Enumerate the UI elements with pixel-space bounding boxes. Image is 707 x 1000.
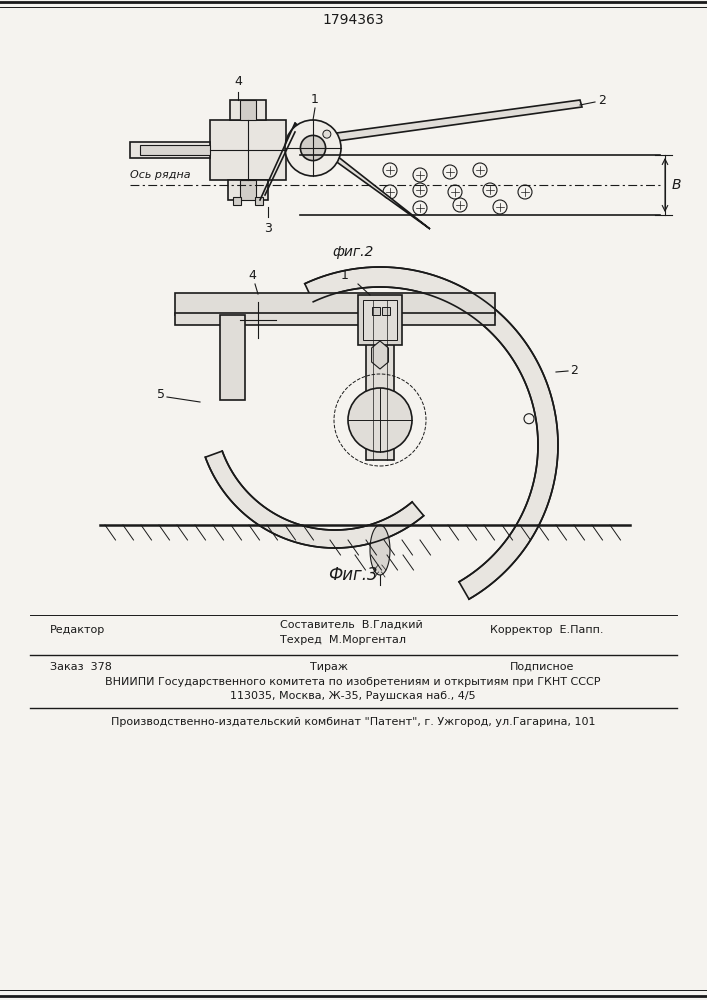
Bar (358, 295, 402, 345)
Text: Ось рядна: Ось рядна (130, 170, 191, 180)
Bar (175, 313, 495, 325)
Bar (366, 300, 394, 460)
Polygon shape (372, 341, 388, 369)
Text: Техред  М.Моргентал: Техред М.Моргентал (280, 635, 406, 645)
Text: 4: 4 (248, 269, 256, 282)
Text: Составитель  В.Гладкий: Составитель В.Гладкий (280, 620, 423, 630)
Text: B: B (672, 178, 682, 192)
Text: Заказ  378: Заказ 378 (50, 662, 112, 672)
Bar (230, 100, 266, 120)
Polygon shape (370, 525, 390, 575)
Bar (240, 180, 256, 200)
Text: Корректор  Е.Папп.: Корректор Е.Папп. (490, 625, 604, 635)
Text: Фиг.3: Фиг.3 (328, 566, 378, 584)
Circle shape (323, 130, 331, 138)
Polygon shape (305, 267, 558, 599)
Text: фиг.2: фиг.2 (332, 245, 374, 259)
Bar (372, 307, 380, 315)
Text: Подписное: Подписное (510, 662, 574, 672)
Bar (363, 300, 397, 340)
Text: Производственно-издательский комбинат "Патент", г. Ужгород, ул.Гагарина, 101: Производственно-издательский комбинат "П… (111, 717, 595, 727)
Text: 113035, Москва, Ж-35, Раушская наб., 4/5: 113035, Москва, Ж-35, Раушская наб., 4/5 (230, 691, 476, 701)
Text: 5: 5 (157, 388, 165, 401)
Bar (240, 100, 256, 120)
Bar (228, 180, 268, 200)
Text: Тираж: Тираж (310, 662, 348, 672)
Bar (175, 293, 495, 315)
Bar (210, 120, 286, 180)
Circle shape (348, 388, 412, 452)
Circle shape (285, 120, 341, 176)
Polygon shape (285, 100, 582, 148)
Bar (233, 197, 241, 205)
Bar (382, 307, 390, 315)
Text: 2: 2 (570, 363, 578, 376)
Circle shape (300, 135, 326, 161)
Bar (130, 142, 210, 158)
Polygon shape (205, 451, 423, 548)
Bar (255, 197, 263, 205)
Text: 2: 2 (598, 94, 606, 106)
Text: ВНИИПИ Государственного комитета по изобретениям и открытиям при ГКНТ СССР: ВНИИПИ Государственного комитета по изоб… (105, 677, 601, 687)
Text: Редактор: Редактор (50, 625, 105, 635)
Text: 4: 4 (234, 75, 242, 88)
Text: 3: 3 (264, 222, 272, 235)
Text: 1: 1 (311, 93, 319, 106)
Text: 1794363: 1794363 (322, 13, 384, 27)
Polygon shape (295, 123, 430, 229)
Bar (220, 315, 245, 400)
Text: 1: 1 (341, 269, 349, 282)
Bar (140, 145, 210, 155)
